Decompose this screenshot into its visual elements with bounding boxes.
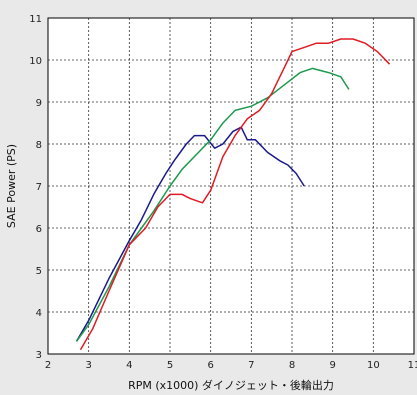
x-tick-label: 2 [45, 360, 51, 371]
y-tick-label: 3 [36, 350, 42, 361]
x-tick-label: 4 [126, 360, 132, 371]
y-axis-label: SAE Power (PS) [5, 144, 18, 228]
y-tick-label: 10 [29, 56, 42, 67]
x-tick-label: 5 [167, 360, 173, 371]
x-tick-label: 10 [367, 360, 380, 371]
y-tick-label: 7 [36, 182, 42, 193]
y-tick-label: 11 [29, 14, 42, 25]
x-tick-label: 8 [289, 360, 295, 371]
series-line-3 [79, 38, 391, 351]
y-tick-label: 6 [36, 224, 42, 235]
y-tick-labels: 3 4 5 6 7 8 9 10 11 [29, 14, 42, 361]
y-tick-label: 9 [36, 98, 42, 109]
grid-lines [48, 18, 414, 354]
y-tick-label: 8 [36, 140, 42, 151]
x-tick-labels: 2 3 4 5 6 7 8 9 10 11 [45, 360, 417, 371]
y-tick-label: 4 [36, 308, 42, 319]
y-tick-label: 5 [36, 266, 42, 277]
series-group [75, 38, 391, 351]
x-tick-label: 3 [85, 360, 91, 371]
x-tick-label: 11 [408, 360, 417, 371]
x-axis-label: RPM (x1000) ダイノジェット・後輪出力 [128, 378, 334, 392]
x-tick-label: 6 [207, 360, 213, 371]
x-tick-label: 9 [329, 360, 335, 371]
x-tick-label: 7 [248, 360, 254, 371]
